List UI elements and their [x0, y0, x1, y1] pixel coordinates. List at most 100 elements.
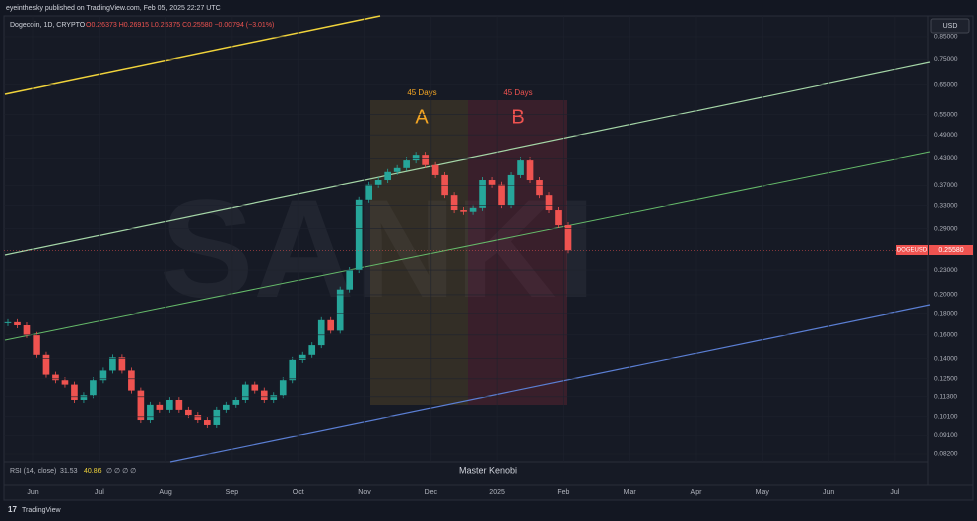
- candle-body: [393, 167, 401, 172]
- candle-body: [213, 409, 221, 425]
- ohlc: O0.26373 H0.26915 L0.25375 C0.25580 −0.0…: [86, 22, 274, 29]
- candle-body: [99, 370, 107, 381]
- candle-body: [42, 354, 50, 375]
- candle-body: [507, 174, 515, 206]
- candle-body: [355, 199, 363, 271]
- time-tick-label: Jul: [95, 489, 104, 496]
- candle-body: [403, 160, 410, 168]
- price-tick-label: 0.23000: [934, 267, 958, 274]
- symbol: Dogecoin, 1D, CRYPTO: [10, 22, 86, 29]
- time-tick-label: Nov: [358, 489, 371, 496]
- currency[interactable]: USD: [943, 23, 958, 30]
- candle-body: [128, 370, 135, 391]
- candle-body: [460, 210, 467, 212]
- time-tick-label: 2025: [489, 489, 505, 496]
- trend-line: [4, 15, 381, 95]
- price-tag-bg: [929, 245, 973, 255]
- candle-body: [308, 345, 316, 355]
- candle-body: [194, 415, 202, 421]
- time-tick-label: Feb: [557, 489, 569, 496]
- candle-body: [23, 325, 31, 335]
- candle-body: [175, 399, 183, 410]
- price-tick-label: 0.12500: [934, 376, 958, 383]
- candle-body: [279, 380, 287, 396]
- candle-body: [450, 195, 458, 211]
- price-tick-label: 0.16000: [934, 331, 958, 338]
- time-tick-label: Dec: [425, 489, 438, 496]
- candle-body: [374, 180, 382, 185]
- author: Master Kenobi: [459, 465, 517, 475]
- time-tick-label: Jun: [27, 489, 38, 496]
- candle-body: [545, 195, 553, 211]
- candle-body: [185, 409, 192, 416]
- time-tick-label: Sep: [226, 489, 239, 496]
- price-tick-label: 0.20000: [934, 292, 958, 299]
- price-tick-label: 0.11300: [934, 394, 957, 401]
- price-tick-label: 0.43000: [934, 155, 958, 162]
- time-tick-label: Apr: [691, 489, 703, 496]
- candle-body: [346, 270, 354, 290]
- candle-body: [118, 357, 126, 371]
- time-tick-label: Jul: [890, 489, 899, 496]
- price-tick-label: 0.49000: [934, 132, 958, 139]
- footer-brand: TradingView: [22, 507, 61, 514]
- rsi-rest: ∅ ∅ ∅ ∅: [106, 468, 136, 475]
- candle-body: [479, 180, 486, 208]
- period-a-letter: A: [415, 106, 429, 128]
- candle-body: [166, 399, 173, 410]
- candles: [4, 152, 572, 428]
- candle-body: [365, 184, 372, 200]
- candle-body: [298, 354, 306, 360]
- candle-body: [241, 384, 249, 400]
- candle-body: [536, 180, 543, 196]
- currency-button[interactable]: [930, 18, 970, 34]
- candle-body: [4, 321, 12, 323]
- candle-body: [52, 374, 59, 381]
- candle-body: [498, 184, 505, 206]
- price-tick-label: 0.29000: [934, 225, 958, 232]
- candle-body: [431, 164, 439, 175]
- price-tick-label: 0.55000: [934, 111, 958, 118]
- trend-line: [169, 304, 931, 463]
- candle-body: [384, 171, 391, 181]
- period-b-letter: B: [511, 106, 524, 128]
- candle-body: [156, 404, 164, 410]
- candle-body: [469, 207, 477, 212]
- candle-body: [109, 357, 116, 371]
- candle-body: [80, 395, 88, 400]
- candle-body: [270, 395, 278, 400]
- price-tick-label: 0.09100: [934, 432, 958, 439]
- period-b-box: [468, 100, 567, 405]
- candle-body: [71, 384, 78, 400]
- rsi-value: 40.86: [84, 468, 102, 475]
- period-a-duration: 45 Days: [407, 88, 436, 97]
- candle-body: [33, 334, 40, 355]
- candle-body: [327, 319, 335, 331]
- candle-body: [204, 420, 211, 425]
- time-tick-label: Aug: [159, 489, 172, 496]
- candle-body: [147, 404, 154, 421]
- price-tick-label: 0.65000: [934, 81, 958, 88]
- candle-body: [555, 210, 562, 226]
- candle-body: [412, 155, 420, 161]
- price-tick-label: 0.33000: [934, 202, 958, 209]
- price-tag-symbol: DOGEUSD: [897, 248, 928, 254]
- candle-body: [260, 390, 268, 400]
- trend-line: [4, 151, 931, 341]
- watermark: SANKI: [160, 170, 596, 327]
- candle-body: [564, 225, 572, 251]
- candle-body: [289, 359, 297, 381]
- candle-body: [137, 390, 145, 421]
- price-tag: 0.25580: [938, 247, 963, 254]
- publisher: eyeinthesky published on TradingView.com…: [6, 5, 221, 12]
- candle-body: [90, 380, 97, 396]
- candle-body: [222, 404, 230, 410]
- price-tag-symbol-bg: [896, 245, 928, 255]
- price-tick-label: 0.14000: [934, 355, 958, 362]
- candle-body: [336, 289, 344, 331]
- candle-body: [14, 321, 21, 326]
- period-a-box: [370, 100, 468, 405]
- time-tick-label: Jun: [823, 489, 834, 496]
- time-tick-label: Mar: [624, 489, 637, 496]
- price-tick-label: 0.85000: [934, 34, 958, 41]
